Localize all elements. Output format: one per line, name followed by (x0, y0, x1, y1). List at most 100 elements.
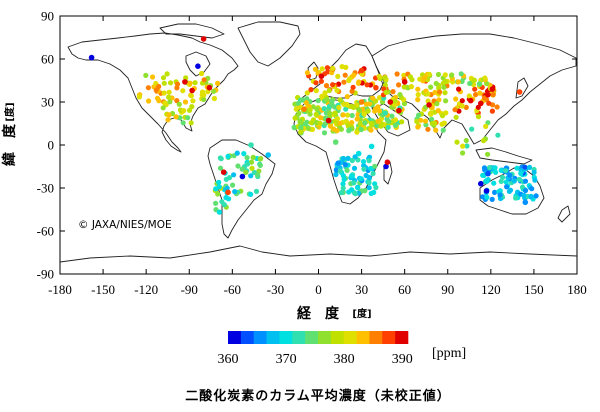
observation-point (372, 163, 378, 169)
observation-point (188, 120, 194, 126)
observation-point (516, 176, 522, 182)
observation-point (452, 107, 458, 113)
observation-point (416, 112, 422, 118)
colorbar-tick-label: 380 (334, 352, 355, 367)
observation-point (377, 95, 383, 101)
observation-point (458, 71, 464, 77)
observation-point (483, 178, 490, 184)
observation-point (308, 87, 314, 93)
observation-point (401, 101, 407, 107)
observation-point (344, 94, 350, 100)
observation-point (173, 114, 179, 120)
observation-point (454, 139, 460, 145)
observation-point (313, 111, 319, 117)
coast-se-asia-islands (475, 147, 533, 165)
observation-point (167, 99, 173, 105)
y-tick-label: 60 (41, 52, 54, 67)
coast-hudson-bay (185, 51, 211, 77)
x-tick-label: 120 (481, 282, 501, 297)
observation-point (396, 107, 402, 114)
colorbar-segment (330, 331, 345, 344)
observation-point (409, 77, 415, 83)
observation-point (485, 170, 491, 177)
observation-point (498, 167, 504, 173)
observation-point (146, 98, 152, 104)
observation-point (355, 150, 362, 157)
observation-point (460, 150, 466, 156)
observation-point (220, 169, 227, 175)
observation-point (304, 119, 310, 125)
observation-point (384, 159, 391, 165)
observation-point (293, 106, 299, 112)
observation-point (441, 84, 447, 90)
observation-point (185, 115, 191, 121)
observation-point (349, 173, 355, 179)
y-tick-label: 90 (41, 9, 54, 24)
observation-point (213, 186, 219, 192)
observation-point (481, 138, 487, 144)
observation-point (351, 165, 358, 171)
observation-point (340, 155, 346, 162)
observation-point (507, 172, 513, 178)
observation-point (489, 86, 496, 92)
observation-point (425, 126, 431, 132)
x-tick-label: 150 (524, 282, 544, 297)
observation-point (439, 113, 446, 119)
observation-point (363, 101, 369, 107)
observation-point (433, 127, 439, 133)
observation-point (292, 115, 298, 121)
observation-point (506, 188, 512, 194)
observation-point (321, 106, 327, 112)
observation-point (334, 87, 340, 93)
y-tick-label: -90 (37, 267, 54, 282)
observation-point (368, 127, 374, 133)
observation-point (366, 158, 372, 164)
map-frame (59, 15, 578, 275)
observation-point (375, 104, 381, 110)
x-tick-label: -150 (91, 282, 115, 297)
observation-point (365, 108, 371, 114)
observation-point (156, 83, 162, 90)
observation-point (485, 151, 491, 157)
observation-point (248, 191, 254, 197)
observation-point (456, 108, 462, 114)
observation-point (471, 77, 477, 83)
colorbar-tick-label: 390 (392, 352, 413, 367)
observation-point (239, 173, 246, 180)
observation-point (415, 124, 421, 130)
observation-point (463, 104, 469, 110)
observation-point (425, 91, 431, 97)
y-axis-unit: [度] (3, 102, 16, 121)
observation-point (255, 172, 261, 178)
observation-point (340, 181, 346, 187)
observation-point (487, 165, 493, 171)
observation-point (358, 176, 364, 182)
observation-point (301, 106, 307, 112)
observation-point (351, 180, 357, 186)
y-tick-label: 30 (41, 95, 54, 110)
observation-point (226, 175, 233, 181)
observation-point (305, 125, 311, 132)
observation-point (338, 126, 344, 132)
colorbar-segment (253, 331, 267, 344)
colorbar-unit: [ppm] (432, 346, 466, 361)
observation-point (239, 166, 245, 172)
observation-point (354, 129, 360, 135)
observation-point (345, 155, 351, 161)
figure-title: 二酸化炭素のカラム平均濃度（未校正値） (185, 388, 451, 404)
observation-point (349, 120, 355, 126)
observation-point (319, 66, 325, 72)
observation-point (531, 169, 537, 175)
observation-point (313, 80, 319, 86)
observation-point (164, 71, 170, 77)
observation-point (466, 93, 472, 99)
observation-point (475, 104, 481, 110)
observation-point (483, 123, 489, 129)
observation-point (253, 188, 260, 194)
observation-point (257, 156, 263, 162)
x-tick-label: 30 (355, 282, 368, 297)
colorbar-tick-label: 360 (218, 352, 239, 367)
observation-point (383, 89, 389, 95)
observation-point (231, 172, 237, 178)
observation-point (352, 154, 358, 160)
